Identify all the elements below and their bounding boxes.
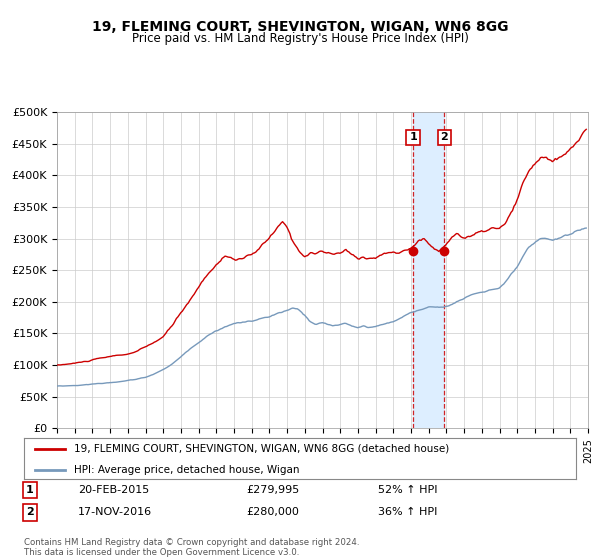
Text: 19, FLEMING COURT, SHEVINGTON, WIGAN, WN6 8GG (detached house): 19, FLEMING COURT, SHEVINGTON, WIGAN, WN… <box>74 444 449 454</box>
Text: Contains HM Land Registry data © Crown copyright and database right 2024.
This d: Contains HM Land Registry data © Crown c… <box>24 538 359 557</box>
Text: £279,995: £279,995 <box>246 485 299 495</box>
Text: 1: 1 <box>26 485 34 495</box>
Text: 52% ↑ HPI: 52% ↑ HPI <box>378 485 437 495</box>
Text: 2: 2 <box>26 507 34 517</box>
Bar <box>413 112 444 428</box>
Text: £280,000: £280,000 <box>246 507 299 517</box>
Text: HPI: Average price, detached house, Wigan: HPI: Average price, detached house, Wiga… <box>74 465 299 475</box>
Text: 17-NOV-2016: 17-NOV-2016 <box>78 507 152 517</box>
Text: Price paid vs. HM Land Registry's House Price Index (HPI): Price paid vs. HM Land Registry's House … <box>131 32 469 45</box>
Text: 1: 1 <box>409 132 417 142</box>
Text: 2: 2 <box>440 132 448 142</box>
Text: 19, FLEMING COURT, SHEVINGTON, WIGAN, WN6 8GG: 19, FLEMING COURT, SHEVINGTON, WIGAN, WN… <box>92 20 508 34</box>
Text: 36% ↑ HPI: 36% ↑ HPI <box>378 507 437 517</box>
Text: 20-FEB-2015: 20-FEB-2015 <box>78 485 149 495</box>
